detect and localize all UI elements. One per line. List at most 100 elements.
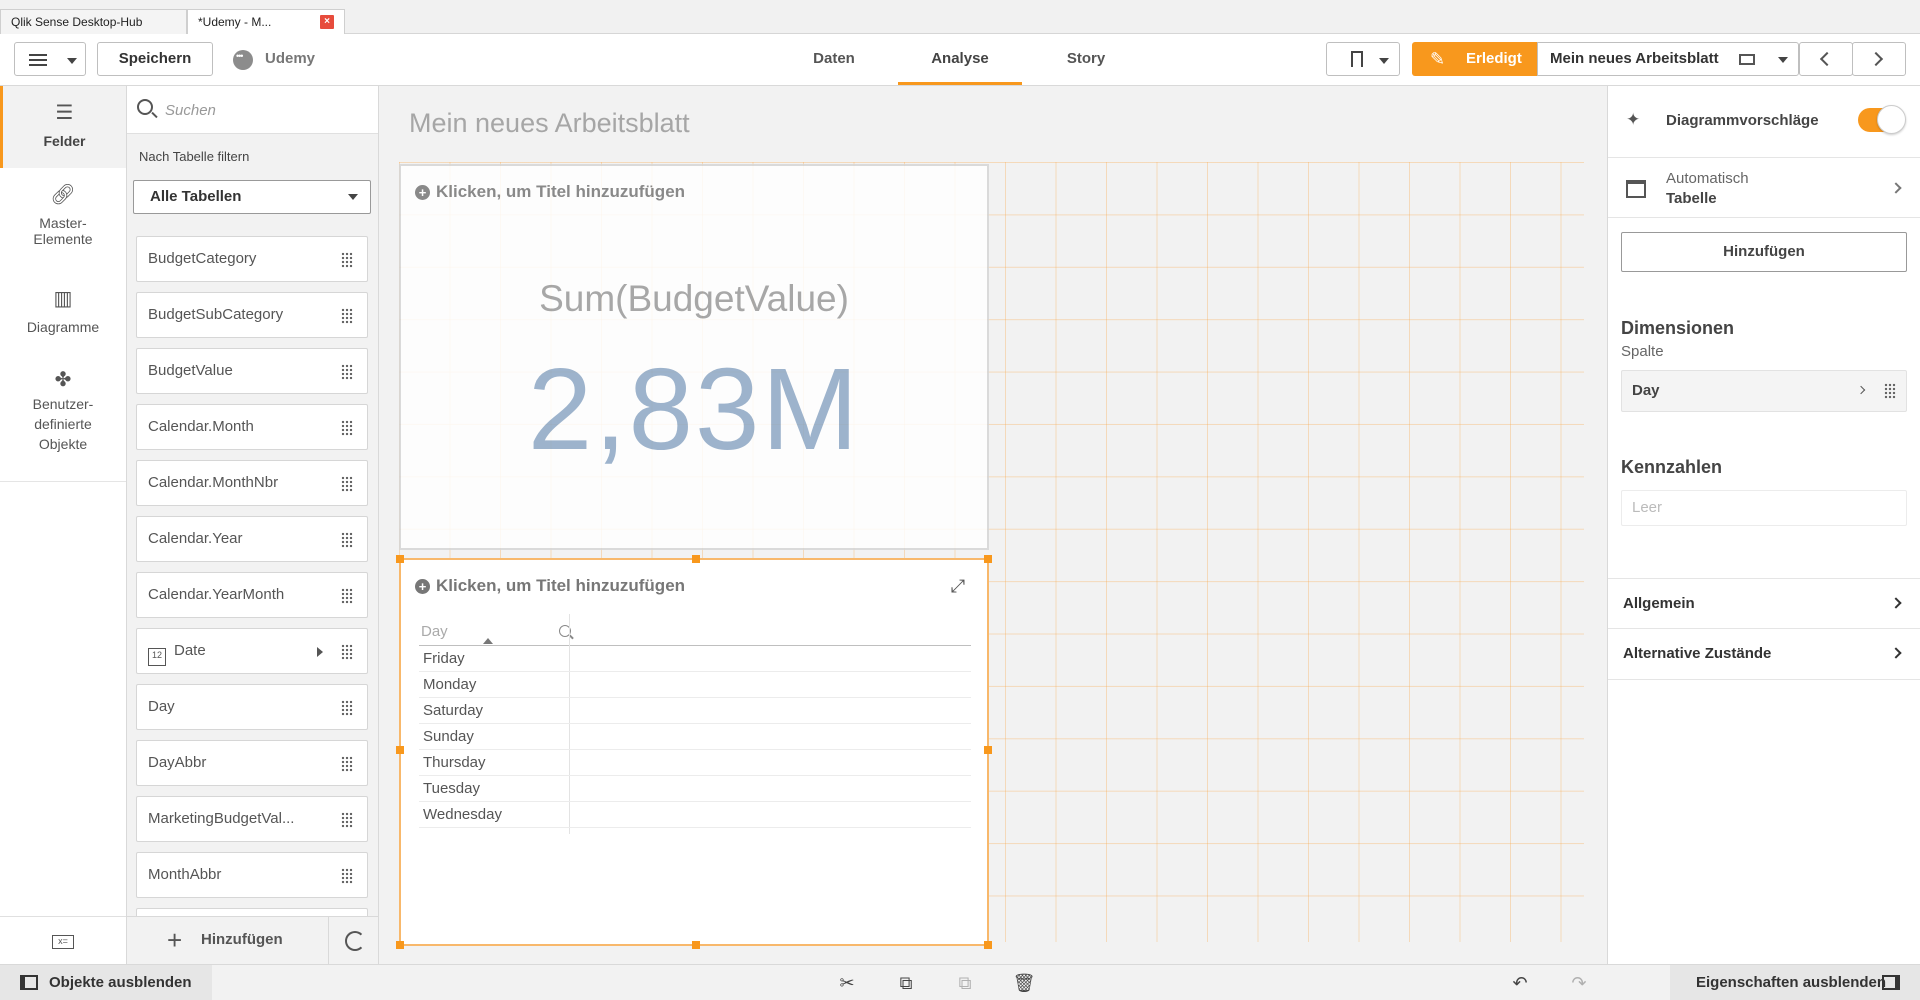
drag-handle-icon[interactable] (341, 812, 353, 828)
table-row[interactable]: Saturday (419, 698, 971, 724)
undo-icon[interactable]: ↶ (1508, 971, 1532, 995)
kpi-title-placeholder[interactable]: + Klicken, um Titel hinzuzufügen (415, 182, 685, 202)
chevron-right-icon (1890, 182, 1901, 193)
resize-handle[interactable] (396, 746, 404, 754)
section-alternative-zustaende[interactable]: Alternative Zustände (1608, 629, 1920, 680)
kpi-object[interactable]: + Klicken, um Titel hinzuzufügen Sum(Budg… (399, 164, 989, 550)
tab-desktop-hub[interactable]: Qlik Sense Desktop-Hub (0, 9, 187, 34)
field-item[interactable]: MarketingBudgetVal... (136, 796, 368, 842)
field-name: Calendar.YearMonth (148, 586, 284, 603)
field-item[interactable]: Calendar.MonthNbr (136, 460, 368, 506)
drag-handle-icon[interactable] (341, 420, 353, 436)
table-row[interactable]: Monday (419, 672, 971, 698)
field-item[interactable]: Calendar.YearMonth (136, 572, 368, 618)
sort-ascending-icon[interactable] (483, 638, 493, 644)
table-object[interactable]: + Klicken, um Titel hinzuzufügen ⤢ Day Fr… (399, 558, 989, 946)
field-item[interactable]: Calendar.Year (136, 516, 368, 562)
search-input[interactable] (165, 98, 365, 122)
resize-handle[interactable] (984, 941, 992, 949)
refresh-icon[interactable] (345, 931, 365, 951)
sheet-title[interactable]: Mein neues Arbeitsblatt (409, 108, 690, 139)
table-filter-dropdown[interactable]: Alle Tabellen (133, 180, 371, 214)
chevron-left-icon (1820, 52, 1834, 66)
variables-button[interactable]: x= (0, 916, 126, 964)
add-field-button[interactable]: + Hinzufügen (127, 917, 329, 964)
chevron-right-icon[interactable] (1857, 386, 1865, 394)
drag-handle-icon[interactable] (341, 644, 353, 660)
field-name: MonthAbbr (148, 866, 221, 883)
drag-handle-icon[interactable] (341, 476, 353, 492)
paste-icon[interactable]: ⧉ (953, 971, 977, 995)
rail-item-master-elemente[interactable]: 🔗︎ Master-Elemente (0, 182, 126, 264)
tab-analyse[interactable]: Analyse (898, 34, 1022, 85)
bookmarks-button[interactable] (1326, 42, 1400, 76)
rail-item-felder[interactable]: ☰ Felder (0, 86, 126, 168)
rail-item-diagramme[interactable]: ▥ Diagramme (0, 286, 126, 356)
table-row[interactable]: Tuesday (419, 776, 971, 802)
drag-handle-icon[interactable] (341, 532, 353, 548)
field-item[interactable]: BudgetCategory (136, 236, 368, 282)
field-item[interactable]: BudgetSubCategory (136, 292, 368, 338)
column-header-day[interactable]: Day (421, 623, 448, 640)
table-row[interactable]: Sunday (419, 724, 971, 750)
resize-handle[interactable] (984, 746, 992, 754)
measures-empty-slot[interactable]: Leer (1621, 490, 1907, 526)
resize-handle[interactable] (396, 941, 404, 949)
expand-arrow-icon[interactable] (317, 647, 323, 657)
table-title-placeholder[interactable]: + Klicken, um Titel hinzuzufügen (415, 576, 685, 596)
rail-item-benutzerdefinierte-objekte[interactable]: ✤ Benutzer-definierte Objekte (0, 370, 126, 470)
section-label: Alternative Zustände (1623, 645, 1771, 662)
variable-icon: x= (52, 935, 74, 949)
drag-handle-icon[interactable] (341, 868, 353, 884)
done-editing-button[interactable]: ✎ Erledigt (1412, 42, 1538, 76)
global-menu-button[interactable] (14, 42, 86, 76)
close-icon[interactable]: × (320, 15, 334, 29)
next-sheet-button[interactable] (1852, 42, 1906, 76)
delete-icon[interactable]: 🗑︎ (1012, 971, 1036, 995)
dimension-item-day[interactable]: Day (1621, 370, 1907, 412)
hide-properties-button[interactable]: Eigenschaften ausblenden (1670, 965, 1920, 1000)
resize-handle[interactable] (396, 555, 404, 563)
save-button[interactable]: Speichern (97, 42, 213, 76)
drag-handle-icon[interactable] (341, 364, 353, 380)
table-row[interactable]: Thursday (419, 750, 971, 776)
drag-handle-icon[interactable] (341, 588, 353, 604)
pencil-icon: ✎ (1430, 50, 1445, 68)
field-item[interactable]: Calendar.Month (136, 404, 368, 450)
section-allgemein[interactable]: Allgemein (1608, 578, 1920, 629)
hide-objects-button[interactable]: Objekte ausblenden (0, 965, 212, 1000)
copy-icon[interactable]: ⧉ (894, 971, 918, 995)
field-item[interactable]: DayAbbr (136, 740, 368, 786)
add-data-button[interactable]: Hinzufügen (1621, 232, 1907, 272)
toggle-knob (1877, 105, 1906, 134)
puzzle-icon: ✤ (22, 370, 104, 390)
resize-handle[interactable] (984, 555, 992, 563)
drag-handle-icon[interactable] (341, 700, 353, 716)
previous-sheet-button[interactable] (1799, 42, 1853, 76)
sheet-canvas: Mein neues Arbeitsblatt + Klicken, um Tit… (379, 86, 1607, 964)
tab-story[interactable]: Story (1036, 34, 1136, 85)
field-item[interactable]: Day (136, 684, 368, 730)
field-item[interactable]: MonthAbbr (136, 852, 368, 898)
tab-daten[interactable]: Daten (784, 34, 884, 85)
chart-suggestions-toggle[interactable] (1858, 108, 1902, 132)
cut-icon[interactable]: ✂ (835, 971, 859, 995)
chart-type-selector[interactable]: Automatisch Tabelle (1608, 158, 1920, 218)
kpi-measure-label: Sum(BudgetValue) (401, 278, 987, 320)
chevron-right-icon (1890, 597, 1901, 608)
resize-handle[interactable] (692, 941, 700, 949)
database-icon: ☰ (3, 100, 126, 125)
drag-handle-icon[interactable] (341, 308, 353, 324)
redo-icon[interactable]: ↷ (1567, 971, 1591, 995)
field-item-date[interactable]: 12 Date (136, 628, 368, 674)
table-row[interactable]: Wednesday (419, 802, 971, 828)
fullscreen-expand-icon[interactable]: ⤢ (947, 576, 969, 598)
drag-handle-icon[interactable] (1884, 383, 1896, 399)
resize-handle[interactable] (692, 555, 700, 563)
drag-handle-icon[interactable] (341, 756, 353, 772)
sheet-selector-button[interactable]: Mein neues Arbeitsblatt (1537, 42, 1799, 76)
tab-udemy-app[interactable]: *Udemy - M... × (187, 9, 345, 35)
field-item[interactable]: BudgetValue (136, 348, 368, 394)
drag-handle-icon[interactable] (341, 252, 353, 268)
table-row[interactable]: Friday (419, 646, 971, 672)
